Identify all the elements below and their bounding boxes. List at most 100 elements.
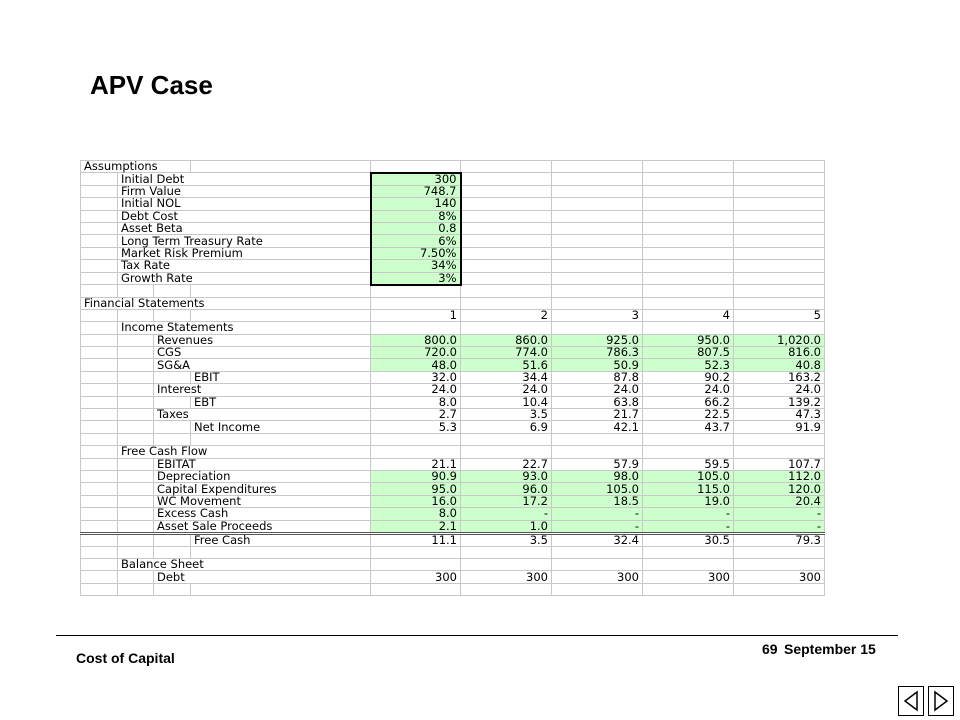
value-cell: 51.6 xyxy=(460,358,552,372)
value-cell: 786.3 xyxy=(551,346,643,360)
value-cell: 30.5 xyxy=(642,531,734,547)
table-row: Capital Expenditures 95.0 96.0 105.0 115.0 12… xyxy=(80,482,825,496)
value-cell: 107.7 xyxy=(733,457,825,472)
table-row: Excess Cash 8.0- - - - xyxy=(80,507,825,521)
assumption-row: Tax Rate 34% xyxy=(80,259,825,273)
previous-slide-button[interactable] xyxy=(898,686,924,716)
previous-slide-icon xyxy=(903,690,918,712)
table-row: Revenues 800.0 860.0 925.0 950.0 1,020.0 xyxy=(80,333,825,348)
table-row: EBIT 32.0 34.4 87.8 90.2 163.2 xyxy=(80,370,825,385)
row-label: Debt xyxy=(153,570,371,584)
assumption-value: 748.7 xyxy=(369,184,462,199)
blank-row xyxy=(80,545,825,559)
assumptions-header-row: Assumptions xyxy=(80,159,825,174)
subsection-header-row: Balance Sheet xyxy=(80,557,825,572)
value-cell: 43.7 xyxy=(642,420,734,434)
table-row: Depreciation 90.9 93.0 98.0 105.0 112.0 xyxy=(80,469,825,484)
value-cell: 807.5 xyxy=(642,346,734,360)
value-cell: 1,020.0 xyxy=(733,333,825,348)
assumption-row: Initial Debt 300 xyxy=(80,171,825,186)
value-cell: - xyxy=(733,519,825,534)
row-label: Free Cash xyxy=(190,531,371,547)
value-cell: 300 xyxy=(733,570,825,584)
value-cell: 19.0 xyxy=(642,494,734,509)
footer-title: Cost of Capital xyxy=(76,650,175,666)
year-header: 3 xyxy=(551,308,643,323)
value-cell: 120.0 xyxy=(733,482,825,496)
blank-row xyxy=(80,582,825,597)
section-header: Financial Statements xyxy=(80,296,371,310)
value-cell: 17.2 xyxy=(460,494,552,509)
assumption-row: Long Term Treasury Rate 6% xyxy=(80,234,825,248)
assumption-label: Initial NOL xyxy=(117,197,371,211)
footer-date: September 15 xyxy=(784,641,876,657)
value-cell xyxy=(370,557,461,572)
subsection-header-row: Income Statements xyxy=(80,321,825,335)
value-cell: 720.0 xyxy=(370,346,461,360)
year-header: 5 xyxy=(733,308,825,323)
value-cell: 3.5 xyxy=(460,531,552,547)
row-label: Free Cash Flow xyxy=(117,445,371,459)
row-label: Net Income xyxy=(190,420,371,434)
table-row: Free Cash 11.1 3.5 32.4 30.5 79.3 xyxy=(80,531,825,547)
table-row: SG&A 48.0 51.6 50.9 52.3 40.8 xyxy=(80,358,825,372)
section-header: Assumptions xyxy=(80,159,191,174)
assumption-row: Asset Beta 0.8 xyxy=(80,222,825,236)
table-row: EBITAT 21.1 22.7 57.9 59.5 107.7 xyxy=(80,457,825,472)
value-cell: 300 xyxy=(460,570,552,584)
row-label: SG&A xyxy=(153,358,371,372)
next-slide-icon xyxy=(934,690,949,712)
year-header: 4 xyxy=(642,308,734,323)
year-header: 2 xyxy=(460,308,552,323)
assumption-value: 8% xyxy=(369,209,462,224)
table-row: EBT 8.0 10.4 63.8 66.2 139.2 xyxy=(80,395,825,410)
row-label: Capital Expenditures xyxy=(153,482,371,496)
value-cell: 112.0 xyxy=(733,469,825,484)
row-label: Interest xyxy=(153,383,371,397)
value-cell xyxy=(733,557,825,572)
row-label: EBT xyxy=(190,395,371,410)
value-cell: 105.0 xyxy=(551,482,643,496)
assumption-value: 34% xyxy=(369,259,462,273)
value-cell: 5.3 xyxy=(370,420,461,434)
value-cell: 925.0 xyxy=(551,333,643,348)
value-cell: 2.1 xyxy=(370,519,461,534)
apv-spreadsheet: Assumptions Initial Debt 300 Firm Value 748.… xyxy=(80,159,825,597)
value-cell: - xyxy=(551,507,643,521)
value-cell: 300 xyxy=(642,570,734,584)
next-slide-button[interactable] xyxy=(928,686,954,716)
assumption-value: 3% xyxy=(369,271,462,286)
row-label: Asset Sale Proceeds xyxy=(153,519,371,534)
value-cell: 42.1 xyxy=(551,420,643,434)
assumption-value: 0.8 xyxy=(369,222,462,236)
assumption-row: Initial NOL 140 xyxy=(80,197,825,211)
value-cell: 95.0 xyxy=(370,482,461,496)
assumption-label: Long Term Treasury Rate xyxy=(117,234,371,248)
value-cell: - xyxy=(642,519,734,534)
value-cell xyxy=(460,557,552,572)
value-cell: 860.0 xyxy=(460,333,552,348)
assumption-label: Growth Rate xyxy=(117,271,371,286)
table-row: Asset Sale Proceeds 2.1 1.0- - - xyxy=(80,519,825,534)
value-cell: 18.5 xyxy=(551,494,643,509)
value-cell: - xyxy=(733,507,825,521)
page-number: 69 xyxy=(762,641,778,657)
value-cell: 1.0 xyxy=(460,519,552,534)
row-label: EBIT xyxy=(190,370,371,385)
table-row: WC Movement 16.0 17.2 18.5 19.0 20.4 xyxy=(80,494,825,509)
assumption-value: 6% xyxy=(369,234,462,248)
value-cell: 16.0 xyxy=(370,494,461,509)
row-label: Taxes xyxy=(153,408,371,422)
value-cell: - xyxy=(551,519,643,534)
value-cell xyxy=(642,557,734,572)
row-label: Excess Cash xyxy=(153,507,371,521)
table-row: Taxes 2.7 3.5 21.7 22.5 47.3 xyxy=(80,408,825,422)
value-cell: 98.0 xyxy=(551,469,643,484)
value-cell: 20.4 xyxy=(733,494,825,509)
value-cell: 79.3 xyxy=(733,531,825,547)
value-cell: - xyxy=(460,507,552,521)
value-cell: 32.4 xyxy=(551,531,643,547)
value-cell: 774.0 xyxy=(460,346,552,360)
value-cell: 6.9 xyxy=(460,420,552,434)
year-header: 1 xyxy=(370,308,461,323)
